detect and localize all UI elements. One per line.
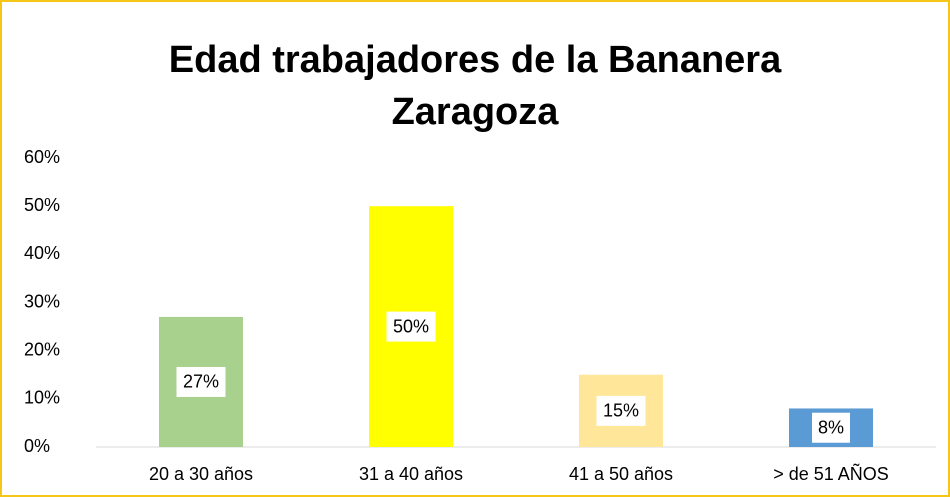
y-tick-label: 10%	[24, 388, 60, 408]
y-tick-label: 0%	[24, 436, 50, 456]
value-label: 8%	[818, 417, 844, 437]
y-tick-label: 40%	[24, 243, 60, 263]
y-tick-label: 50%	[24, 195, 60, 215]
x-tick-label: 31 a 40 años	[359, 464, 463, 484]
x-tick-label: 41 a 50 años	[569, 464, 673, 484]
label-box	[386, 311, 436, 342]
x-tick-label: 20 a 30 años	[149, 464, 253, 484]
label-box	[596, 395, 646, 426]
x-tick-label: > de 51 AÑOS	[773, 463, 889, 484]
value-label: 50%	[393, 316, 429, 336]
label-box	[176, 366, 226, 397]
chart-title: Edad trabajadores de la Bananera Zaragoz…	[168, 39, 782, 133]
label-box	[812, 412, 850, 443]
y-tick-label: 60%	[24, 147, 60, 167]
value-label: 27%	[183, 372, 219, 392]
y-tick-label: 30%	[24, 291, 60, 311]
value-label: 15%	[603, 401, 639, 421]
y-tick-label: 20%	[24, 339, 60, 359]
